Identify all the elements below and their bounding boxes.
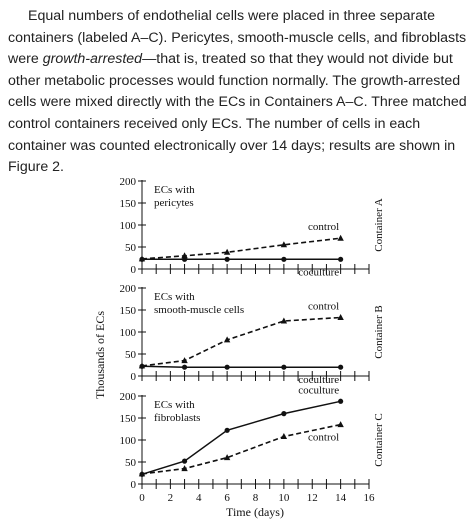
passage-text-2: —that is, treated so that they would not… [8, 51, 467, 176]
y-tick-label: 200 [120, 176, 137, 188]
x-tick-label: 0 [139, 492, 145, 504]
series-label-coculture: coculture [298, 374, 339, 386]
data-point-coculture [181, 364, 188, 370]
x-tick-label: 6 [224, 492, 230, 504]
panel-annotation-line-2: pericytes [154, 197, 194, 209]
data-point-control [223, 454, 231, 461]
passage-text-1: Equal numbers of endothelial cells were … [8, 8, 467, 68]
data-point-coculture [281, 411, 287, 417]
series-label-control: control [308, 432, 339, 444]
series-label-coculture: coculture [298, 384, 339, 396]
y-axis-title: Thousands of ECs [93, 311, 107, 399]
panel-annotation-line-2: smooth-muscle cells [154, 304, 244, 316]
data-point-coculture [224, 256, 230, 262]
y-tick-label: 0 [131, 479, 137, 491]
passage-emphasis: growth-arrested [42, 51, 143, 68]
data-point-coculture [281, 364, 287, 370]
series-label-coculture: coculture [298, 266, 339, 278]
data-point-control [337, 234, 344, 241]
data-point-coculture [338, 256, 344, 262]
data-point-control [181, 252, 188, 259]
x-tick-label: 12 [307, 492, 318, 504]
y-tick-label: 50 [125, 457, 137, 469]
series-line-control [141, 423, 341, 475]
data-point-control [280, 432, 288, 439]
y-tick-label: 0 [131, 264, 137, 276]
x-axis-title: Time (days) [226, 505, 284, 519]
data-point-coculture [181, 256, 188, 262]
y-tick-label: 150 [120, 413, 137, 425]
y-tick-label: 100 [120, 435, 137, 447]
data-point-control [223, 248, 231, 255]
data-point-coculture [181, 458, 188, 464]
panel-annotation-line-1: ECs with [154, 291, 195, 303]
chart-panel-3: 0 50 100 150 200 0 2 4 6 8 10 12 14 16 ECs withfibrobl… [120, 384, 386, 504]
data-point-control [181, 357, 188, 364]
data-point-control [280, 241, 288, 248]
data-point-coculture [338, 364, 344, 370]
y-tick-label: 50 [125, 242, 137, 254]
series-label-control: control [308, 300, 339, 312]
y-tick-label: 200 [120, 283, 137, 295]
y-tick-label: 100 [120, 220, 137, 232]
x-tick-label: 14 [335, 492, 347, 504]
y-tick-label: 200 [120, 391, 137, 403]
y-tick-label: 50 [125, 349, 137, 361]
container-label: Container B [373, 305, 385, 358]
data-point-coculture [224, 427, 230, 433]
x-tick-label: 2 [168, 492, 174, 504]
panel-annotation-line-2: fibroblasts [154, 412, 200, 424]
data-point-coculture [338, 398, 344, 404]
data-point-control [181, 465, 188, 472]
y-tick-label: 150 [120, 305, 137, 317]
series-line-control [141, 316, 341, 367]
series-line-control [141, 237, 341, 260]
data-point-coculture [281, 256, 287, 262]
data-point-coculture [139, 471, 145, 477]
y-tick-label: 150 [120, 198, 137, 210]
data-point-coculture [224, 364, 230, 370]
y-tick-label: 0 [131, 371, 137, 383]
x-tick-label: 10 [278, 492, 290, 504]
x-tick-label: 16 [364, 492, 376, 504]
panel-annotation-line-1: ECs with [154, 184, 195, 196]
series-label-control: control [308, 221, 339, 233]
container-label: Container A [373, 198, 385, 252]
data-point-control [223, 336, 231, 343]
data-point-coculture [139, 256, 145, 262]
container-label: Container C [373, 413, 385, 466]
data-point-coculture [139, 363, 145, 369]
data-point-control [337, 421, 344, 428]
panel-annotation-line-1: ECs with [154, 399, 195, 411]
data-point-control [280, 317, 288, 324]
data-point-control [337, 313, 344, 320]
series-line-coculture [141, 365, 341, 368]
passage-paragraph: Equal numbers of endothelial cells were … [8, 6, 470, 179]
y-tick-label: 100 [120, 327, 137, 339]
x-tick-label: 4 [196, 492, 202, 504]
x-tick-label: 8 [253, 492, 259, 504]
